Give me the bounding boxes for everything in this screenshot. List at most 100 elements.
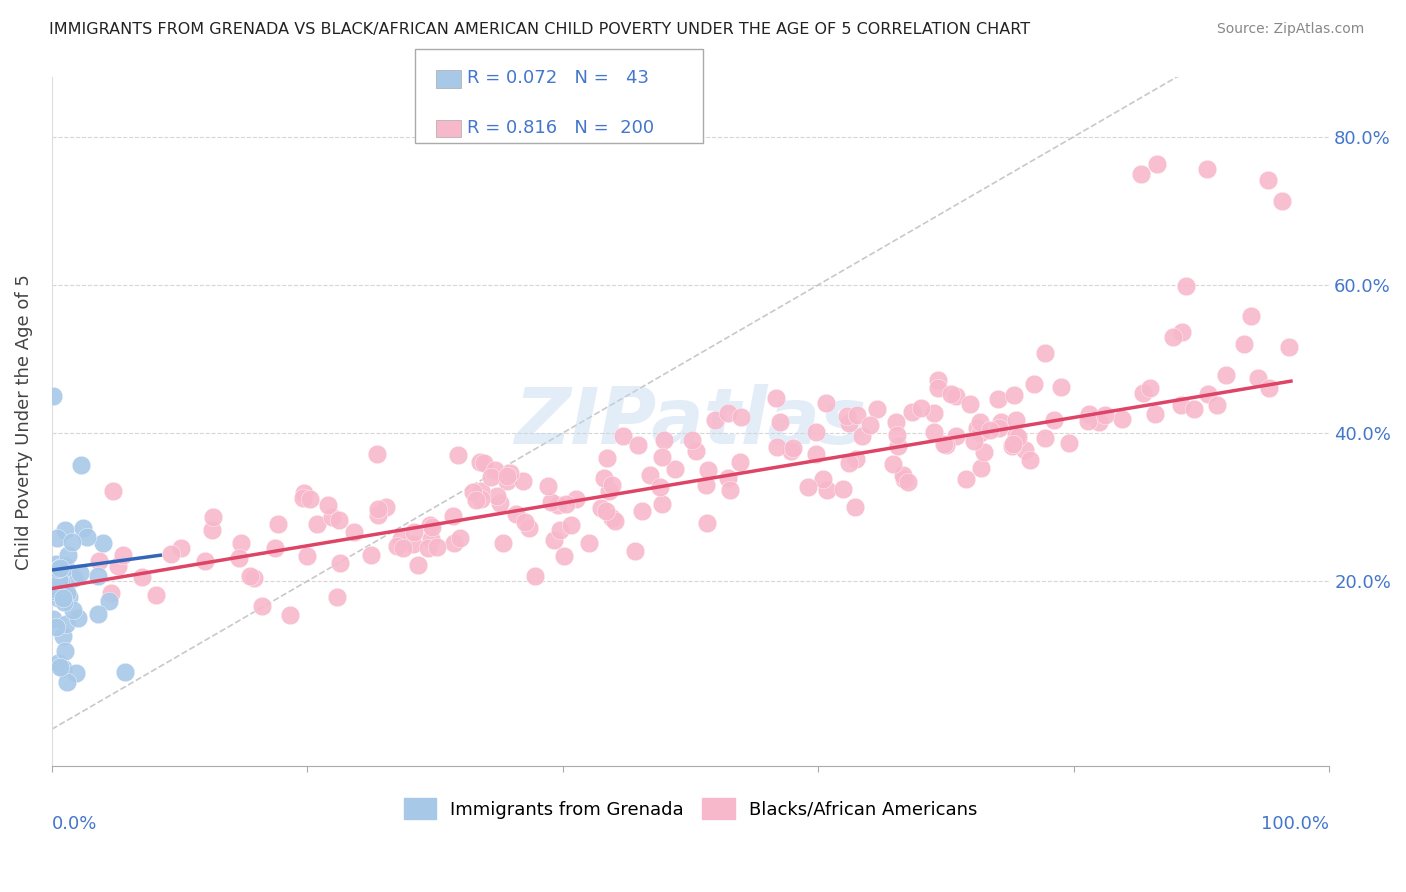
Point (420, 520, 443, 534)
Point (650, 480, 672, 494)
Point (295, 549, 318, 564)
Point (65, 666, 87, 681)
Legend: Immigrants from Grenada, Blacks/African Americans: Immigrants from Grenada, Blacks/African … (396, 791, 984, 826)
Point (1215, 368, 1237, 382)
Point (375, 500, 398, 514)
Point (717, 471, 740, 485)
Point (797, 480, 820, 494)
Point (48, 573, 70, 587)
Point (893, 472, 915, 486)
Point (468, 455, 491, 469)
Point (391, 541, 413, 556)
Point (897, 475, 920, 489)
Point (1130, 167, 1153, 181)
Point (1002, 388, 1025, 402)
Point (45, 557, 67, 571)
Point (945, 389, 967, 403)
Point (45, 531, 67, 545)
Point (52, 591, 75, 605)
Point (49, 560, 72, 574)
Point (815, 483, 838, 498)
Point (267, 517, 290, 532)
Point (560, 518, 582, 533)
Point (419, 517, 441, 532)
Point (76, 530, 98, 544)
Point (651, 497, 673, 511)
Point (990, 415, 1012, 429)
Point (832, 482, 855, 496)
Point (664, 461, 686, 475)
Point (851, 429, 873, 443)
Point (1078, 407, 1101, 421)
Point (408, 558, 430, 573)
Point (969, 415, 991, 429)
Point (294, 485, 316, 500)
Point (973, 445, 995, 459)
Point (900, 405, 922, 419)
Point (42, 612, 65, 626)
Text: 100.0%: 100.0% (1261, 814, 1329, 832)
Point (145, 588, 167, 602)
Point (945, 428, 967, 442)
Point (250, 599, 273, 613)
Point (53, 643, 76, 657)
Point (884, 415, 907, 429)
Point (367, 508, 389, 523)
Point (891, 468, 914, 483)
Y-axis label: Child Poverty Under the Age of 5: Child Poverty Under the Age of 5 (15, 274, 32, 570)
Point (730, 410, 752, 425)
Point (42, 389, 65, 403)
Point (114, 665, 136, 679)
Point (229, 536, 252, 550)
Point (52, 629, 75, 643)
Point (194, 554, 217, 568)
Point (62, 571, 84, 585)
Point (321, 509, 343, 524)
Point (201, 509, 224, 524)
Point (239, 569, 262, 583)
Point (804, 425, 827, 439)
Point (46, 562, 69, 576)
Point (593, 471, 616, 485)
Point (49, 561, 72, 575)
Point (495, 468, 517, 483)
Point (578, 535, 600, 549)
Point (55, 617, 77, 632)
Point (837, 409, 859, 423)
Point (1001, 437, 1024, 451)
Point (42, 584, 65, 599)
Point (228, 551, 250, 566)
Point (69, 458, 91, 472)
Point (318, 498, 340, 512)
Point (1019, 452, 1042, 467)
Point (45, 620, 67, 634)
Point (387, 540, 409, 554)
Point (278, 608, 301, 623)
Point (838, 456, 860, 470)
Point (103, 484, 125, 499)
Point (420, 532, 443, 546)
Point (987, 392, 1010, 407)
Point (49, 574, 72, 589)
Point (779, 444, 801, 458)
Point (623, 544, 645, 558)
Point (859, 418, 882, 433)
Text: ZIPatlas: ZIPatlas (515, 384, 866, 460)
Point (200, 523, 222, 537)
Point (479, 470, 502, 484)
Point (426, 541, 449, 555)
Point (1033, 345, 1056, 359)
Point (910, 401, 932, 415)
Point (56, 586, 79, 600)
Point (49, 660, 72, 674)
Point (769, 415, 792, 429)
Point (782, 442, 804, 456)
Point (447, 448, 470, 462)
Point (612, 429, 634, 443)
Point (1022, 377, 1045, 392)
Point (1174, 279, 1197, 293)
Point (927, 381, 949, 395)
Point (695, 478, 717, 492)
Point (62, 603, 84, 617)
Point (765, 441, 787, 455)
